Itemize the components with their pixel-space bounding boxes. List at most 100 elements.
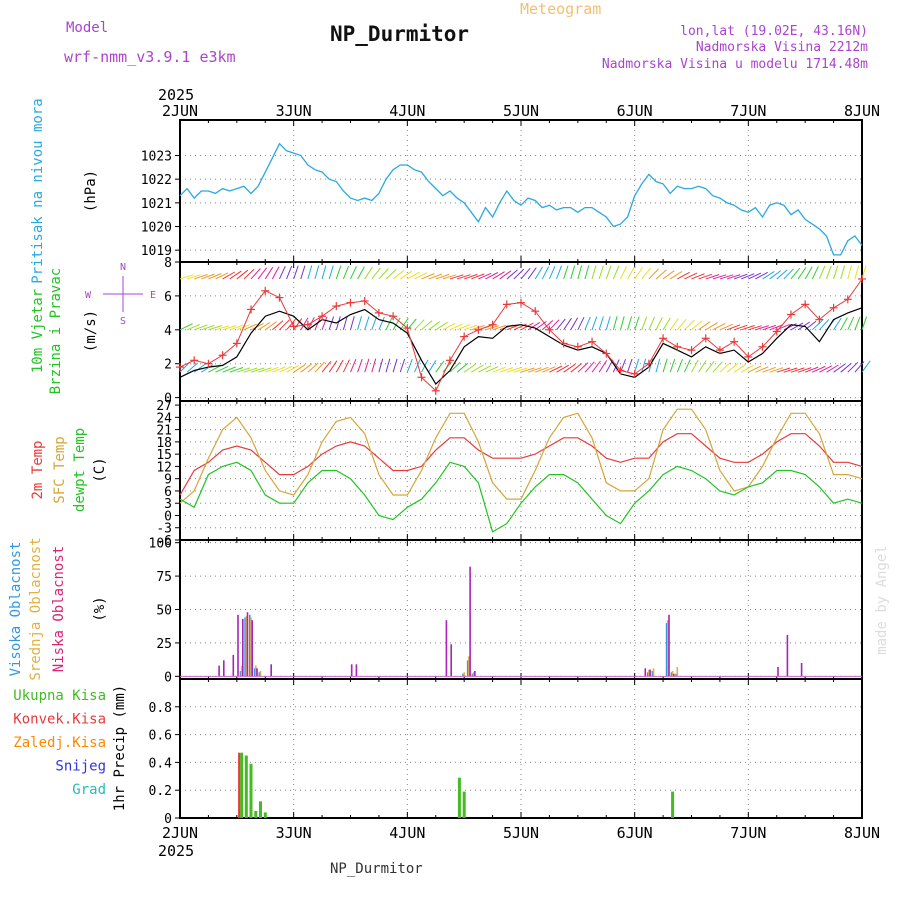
- wind-barb: [321, 316, 328, 330]
- wind-barb: [215, 365, 229, 373]
- wind-speed-line: [179, 307, 863, 385]
- wind-barb: [748, 325, 762, 331]
- wind-barb: [641, 358, 647, 373]
- wind-barb: [826, 364, 839, 373]
- wind-barb: [570, 363, 583, 373]
- cloud-bar: [253, 668, 256, 677]
- wind-barb: [634, 316, 640, 330]
- x-tick-label-top: 8JUN: [844, 102, 880, 120]
- y-tick-label: 0: [164, 392, 172, 407]
- wind-barb: [804, 366, 819, 373]
- wind-barb: [598, 265, 604, 280]
- cloud-bar: [649, 669, 651, 677]
- y-tick-label: 2: [164, 358, 172, 373]
- wind-barb: [307, 362, 319, 373]
- wind-barb: [179, 361, 191, 373]
- wind-barb: [698, 321, 711, 331]
- y-tick-label: 27: [156, 399, 172, 414]
- cloud-bar: [270, 664, 272, 677]
- wind-barb: [655, 317, 663, 331]
- x-tick-label-bottom: 6JUN: [617, 824, 653, 842]
- wind-barb: [286, 318, 296, 331]
- y-tick-label: 9: [164, 473, 172, 488]
- pressure-ylabel: Pritisak na nivou mora: [30, 98, 46, 283]
- x-tick-label-top: 7JUN: [730, 102, 766, 120]
- y-tick-label: 18: [156, 436, 172, 451]
- wind-barb: [265, 366, 279, 373]
- cloud-bar: [251, 620, 253, 677]
- wind-barb: [584, 316, 591, 330]
- y-tick-label: 1022: [141, 173, 172, 188]
- wind-barb: [769, 270, 782, 280]
- precip-bar: [240, 752, 244, 818]
- wind-barb: [748, 272, 762, 280]
- cloud-bar: [777, 667, 779, 677]
- wind-barb: [257, 367, 272, 373]
- altitude-label: Nadmorska Visina 2212m: [695, 40, 868, 55]
- wind-barb: [811, 319, 823, 331]
- wind-barb: [648, 268, 659, 280]
- wind-barb: [677, 271, 690, 280]
- cloud-bar: [468, 656, 470, 677]
- wind-barb: [812, 366, 826, 373]
- wind-barb: [293, 265, 299, 280]
- wind-barb: [201, 364, 214, 373]
- wind-barb: [740, 364, 754, 373]
- wind-barb: [435, 360, 445, 373]
- wind-barb: [201, 324, 215, 331]
- y-tick-label: 0.6: [149, 729, 172, 744]
- wind-barb: [733, 273, 748, 280]
- wind-barb: [769, 367, 784, 373]
- y-tick-label: 4: [164, 324, 172, 339]
- wind-barb: [620, 266, 628, 280]
- wind-barb: [755, 271, 768, 280]
- wind-barb: [741, 325, 755, 331]
- wind-barb: [861, 360, 871, 373]
- y-tick-label: 24: [156, 411, 172, 426]
- wind-barb: [726, 363, 739, 373]
- wind-barb: [463, 363, 476, 373]
- footer-station: NP_Durmitor: [330, 861, 423, 877]
- wind-barb: [350, 266, 357, 280]
- wind-barb: [428, 273, 442, 280]
- wind-barb: [748, 365, 762, 373]
- wind-barb: [364, 358, 370, 373]
- cloud-bar: [218, 665, 220, 677]
- y-tick-label: -6: [156, 534, 172, 549]
- cloud-bar: [472, 672, 475, 677]
- model-name: wrf-nmm_v3.9.1 e3km: [64, 48, 236, 66]
- wind-barb: [548, 265, 556, 280]
- wind-barb: [300, 265, 306, 280]
- wind-barb: [634, 267, 644, 280]
- cloud-bar: [245, 616, 248, 677]
- wind-ylabel-2: Brzina i Pravac: [48, 268, 64, 394]
- wind-barb: [236, 367, 251, 373]
- wind-barb: [570, 317, 579, 331]
- wind-barb: [364, 316, 370, 330]
- y-tick-label: 75: [156, 570, 172, 585]
- wind-barb: [840, 362, 852, 373]
- x-tick-label-top: 5JUN: [503, 102, 539, 120]
- wind-barb: [811, 266, 819, 280]
- wind-barb: [264, 266, 274, 280]
- wind-barb: [243, 323, 257, 331]
- wind-barb: [833, 317, 842, 331]
- cloud-bar: [673, 673, 675, 677]
- wind-barb: [208, 273, 222, 280]
- wind-barb: [435, 321, 448, 331]
- wind-barb: [549, 365, 563, 373]
- precip-bar: [254, 811, 258, 818]
- y-tick-label: 1019: [141, 244, 172, 259]
- wind-barb: [691, 273, 705, 280]
- year-label-top: 2025: [158, 86, 194, 104]
- cloud-bar: [675, 673, 677, 677]
- precip-legend-item: Ukupna Kisa: [13, 688, 106, 704]
- x-tick-label-top: 3JUN: [276, 102, 312, 120]
- wind-barb: [598, 360, 608, 373]
- x-tick-label-bottom: 7JUN: [730, 824, 766, 842]
- wind-barb: [840, 265, 846, 280]
- wind-barb: [527, 267, 537, 280]
- wind-barb: [662, 317, 671, 331]
- cloud-bar: [667, 620, 669, 677]
